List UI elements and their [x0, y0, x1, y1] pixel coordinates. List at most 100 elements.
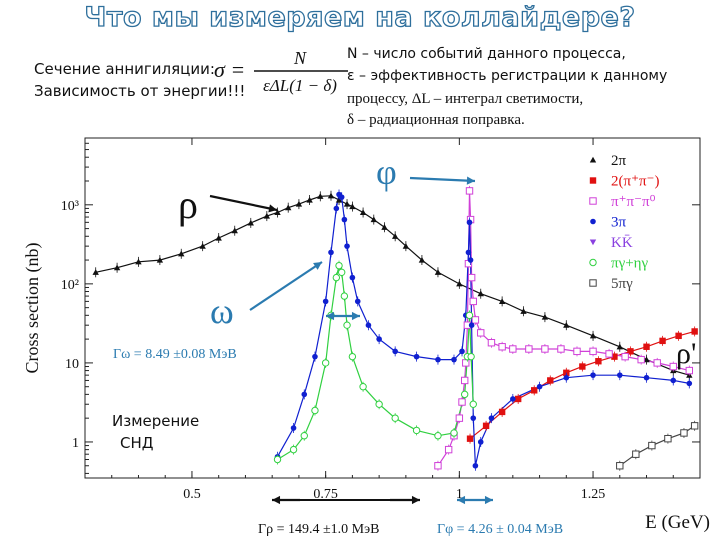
data-point: [312, 353, 318, 360]
data-point: [341, 216, 348, 223]
rho-width-right-head: [411, 495, 420, 505]
legend-marker: [589, 258, 597, 267]
phi-width-right-head: [484, 495, 493, 505]
rho-width-left-head: [272, 495, 281, 505]
legend-label: 2(π⁺π⁻): [611, 174, 659, 190]
chart-markers: [92, 185, 699, 471]
data-point: [573, 347, 581, 356]
omega-label: ω: [210, 291, 234, 331]
legend-label: πγ+ηγ: [611, 256, 649, 272]
data-point: [632, 450, 640, 458]
gamma-rho-label: Γρ = 149.4 ±1.0 МэВ: [258, 522, 379, 537]
data-point: [458, 398, 466, 406]
data-point: [536, 383, 543, 390]
data-point: [370, 216, 377, 223]
data-point: [460, 390, 469, 399]
data-point: [289, 445, 298, 454]
x-tick-label: 0.75: [313, 487, 338, 502]
data-point: [643, 374, 650, 381]
data-point: [589, 347, 597, 356]
legend-marker: [589, 177, 597, 184]
data-point: [333, 205, 340, 212]
data-point: [664, 434, 672, 443]
data-point: [487, 339, 496, 347]
data-point: [498, 408, 506, 416]
data-point: [498, 343, 506, 351]
data-point: [509, 345, 517, 353]
data-point: [391, 233, 399, 239]
data-point: [680, 429, 688, 437]
data-point: [311, 406, 319, 415]
slide-title: Что мы измеряем на коллайдере?: [84, 1, 636, 33]
data-point: [359, 383, 367, 391]
data-point: [467, 352, 475, 361]
data-point: [557, 345, 565, 353]
data-point: [525, 345, 533, 353]
data-point: [465, 187, 474, 195]
data-point: [465, 311, 474, 320]
data-point: [332, 273, 341, 282]
data-point: [541, 313, 549, 320]
data-point: [477, 439, 484, 445]
data-point: [547, 377, 554, 384]
data-point: [263, 212, 271, 219]
data-point: [616, 462, 624, 470]
data-point: [510, 396, 516, 402]
rho-arrow-head: [268, 204, 277, 213]
data-point: [274, 209, 281, 216]
gamma-omega-label: Γω = 8.49 ±0.08 МэВ: [113, 347, 237, 362]
data-point: [621, 352, 629, 361]
data-point: [460, 376, 469, 385]
rho-prime-label: ρ': [676, 337, 696, 370]
data-point: [467, 273, 476, 282]
data-point: [541, 345, 549, 353]
y-tick-label: 10: [65, 357, 79, 372]
data-point: [455, 414, 464, 422]
omega-arrow-head: [313, 262, 322, 270]
data-point: [514, 395, 522, 403]
formula: σ = N εΔL(1 − δ): [214, 48, 348, 95]
data-point: [135, 258, 142, 265]
data-point: [335, 196, 343, 203]
data-point: [285, 204, 292, 211]
data-point: [471, 316, 480, 324]
data-point: [488, 415, 495, 421]
formula-numerator: N: [293, 48, 307, 68]
data-point: [563, 321, 570, 328]
data-point: [322, 298, 329, 305]
formula-denominator: εΔL(1 − δ): [263, 76, 337, 95]
x-tick-label: 0.5: [183, 487, 201, 502]
y-tick-label: 1: [72, 436, 79, 451]
data-point: [338, 194, 345, 200]
data-point: [648, 441, 656, 450]
data-point: [231, 227, 238, 234]
data-point: [670, 377, 677, 384]
data-point: [340, 292, 349, 300]
legend-marker: [589, 279, 597, 287]
data-point: [301, 391, 308, 398]
data-point: [392, 348, 398, 355]
legend-marker: [589, 239, 597, 246]
data-point: [295, 200, 303, 207]
rho-label: ρ: [178, 182, 198, 227]
data-point: [343, 200, 351, 207]
data-point: [637, 355, 645, 364]
legend-label: 5πγ: [611, 276, 633, 292]
data-point: [412, 426, 421, 435]
data-point: [482, 422, 490, 430]
definition-eps: ε – эффективность регистрации к данному: [347, 68, 668, 84]
data-point: [466, 219, 473, 226]
data-point: [300, 431, 308, 440]
data-point: [466, 435, 474, 442]
data-point: [470, 415, 477, 421]
gamma-phi-label: Γφ = 4.26 ± 0.04 МэВ: [437, 522, 563, 537]
data-point: [215, 234, 222, 241]
formula-lhs: σ =: [214, 57, 245, 82]
measurement-note-line2: СНД: [120, 434, 154, 452]
definition-lumi: процессу, ΔL – интеграл светимости,: [347, 91, 584, 107]
data-point: [653, 359, 661, 367]
data-point: [472, 462, 479, 469]
chart-annotations: ρ φ ω ρ' Γω = 8.49 ±0.08 МэВ Γρ = 149.4 ±1.0 …: [113, 152, 696, 537]
data-point: [616, 343, 623, 350]
